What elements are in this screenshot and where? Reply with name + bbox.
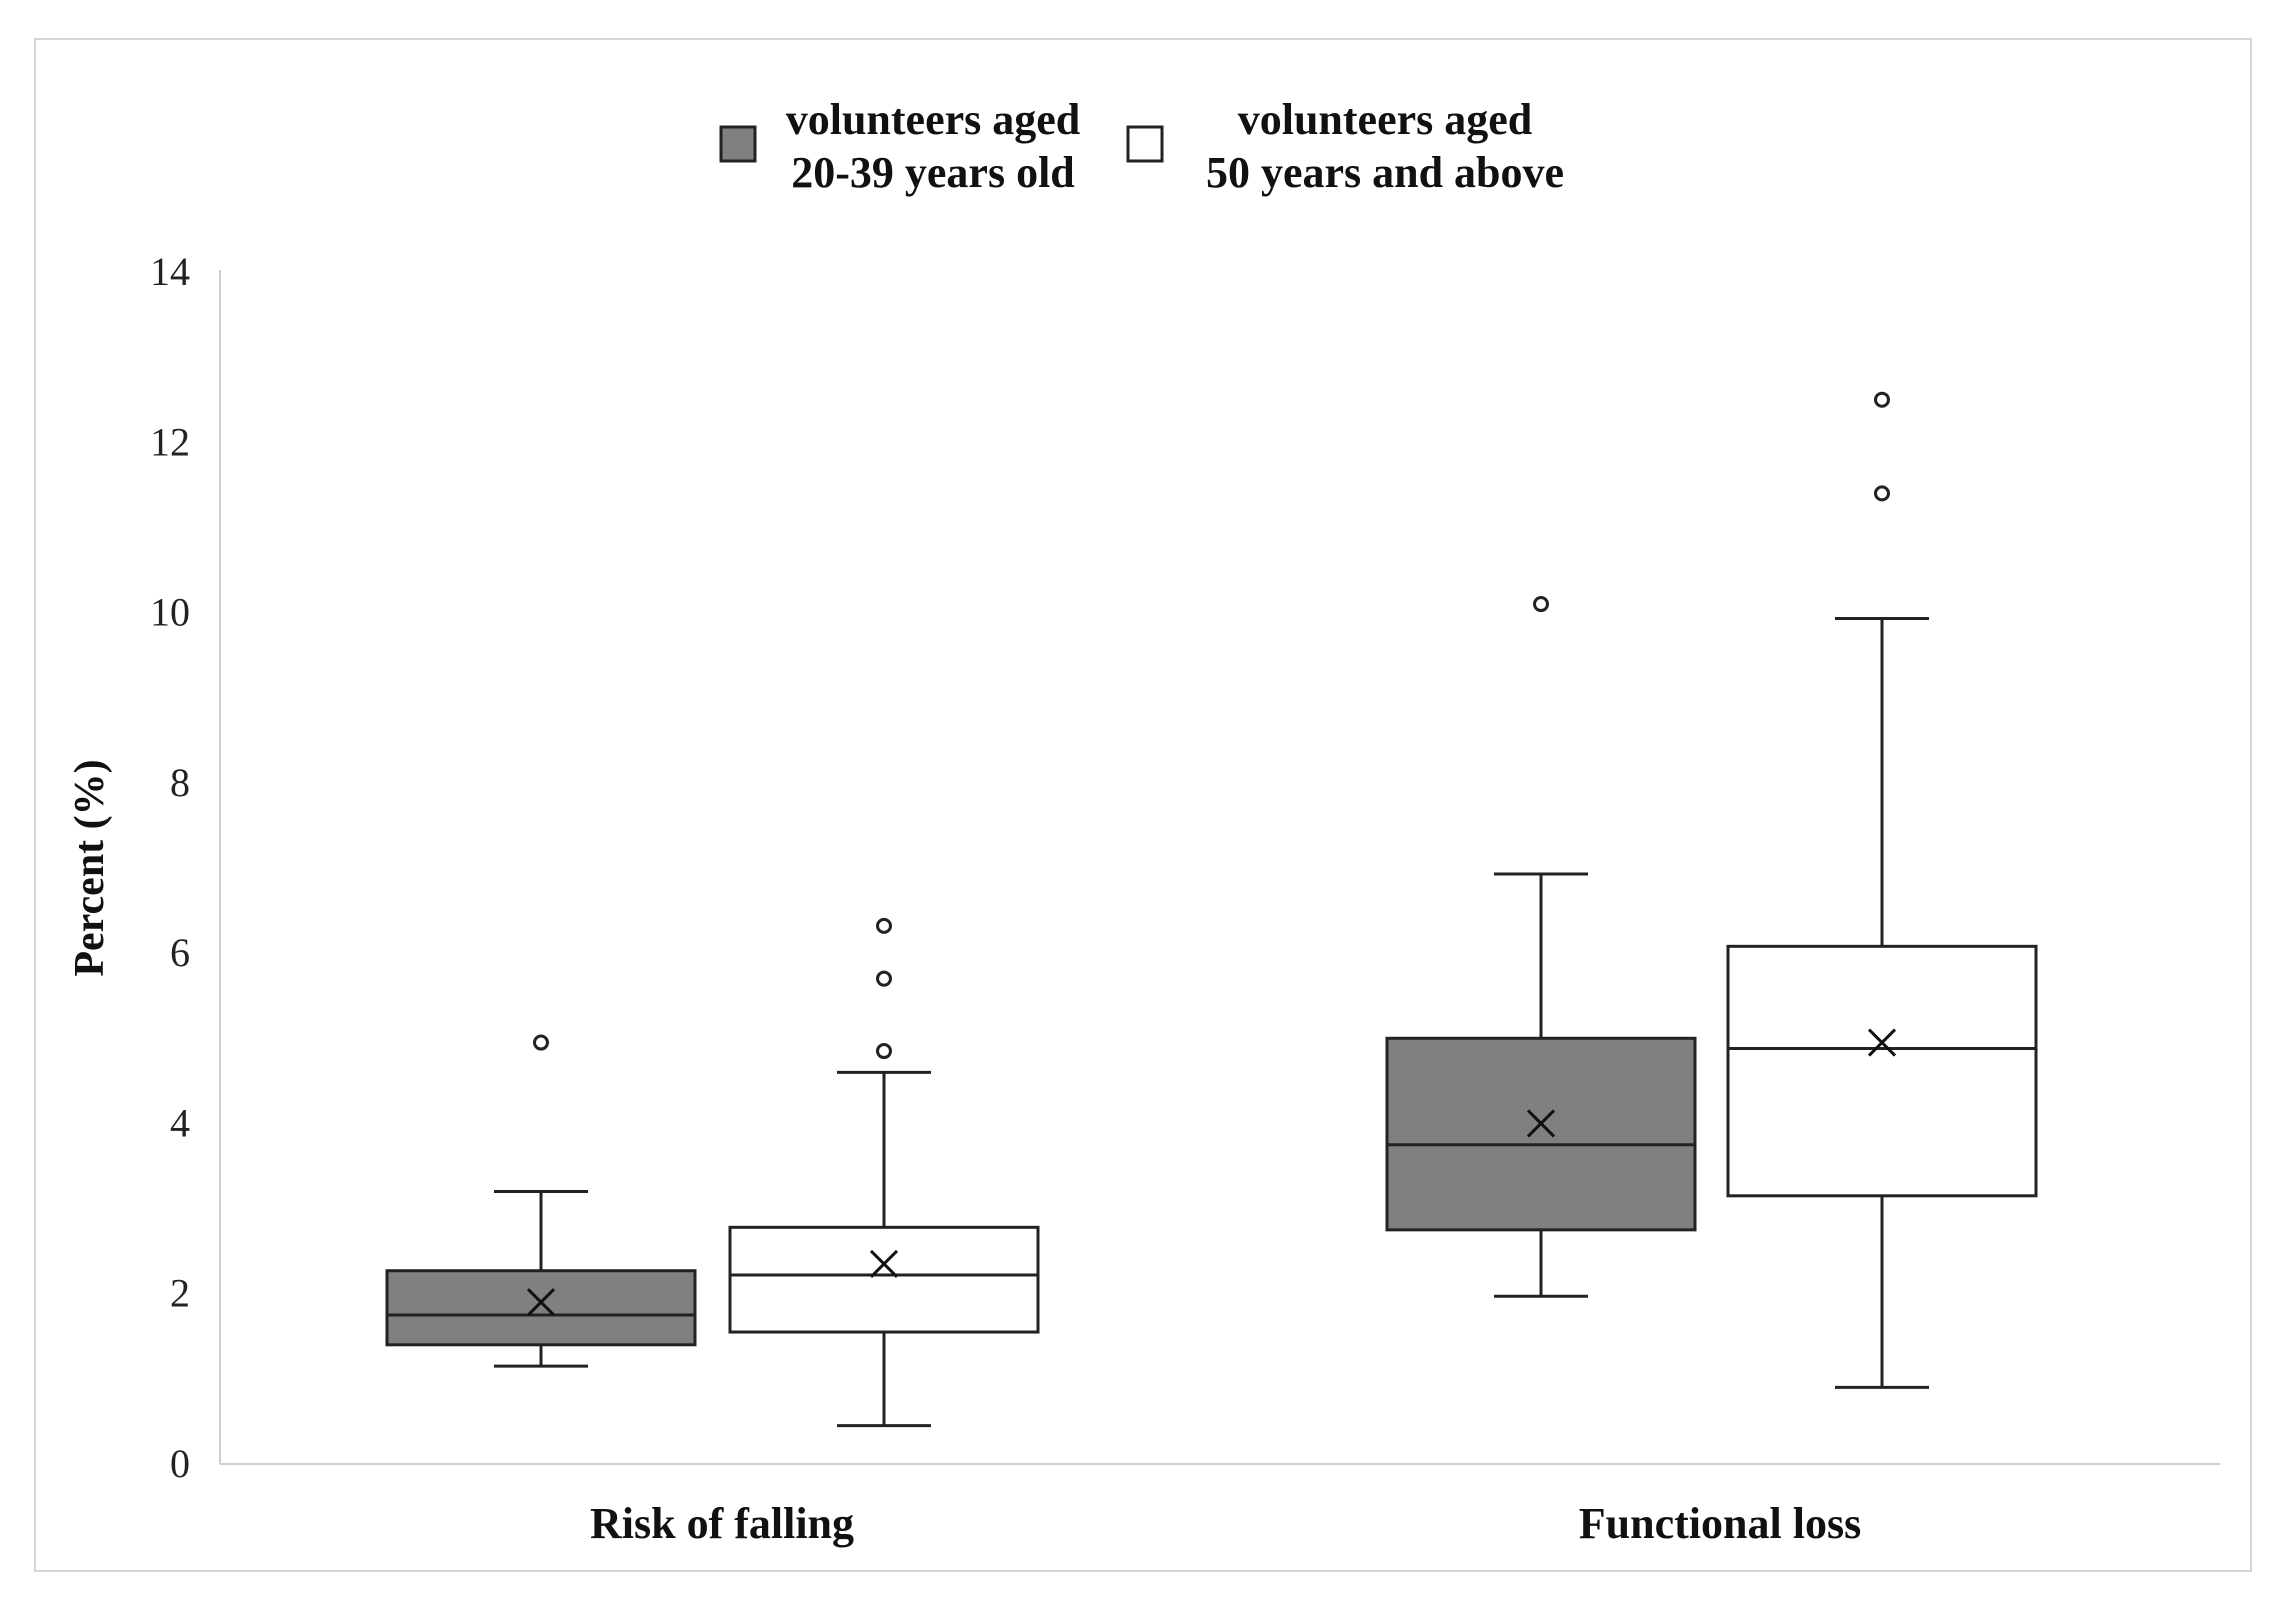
mean-marker [526, 1288, 556, 1317]
box-iqr [728, 1225, 1040, 1334]
legend-label-series-2-line-2: 50 years and above [1206, 148, 1564, 197]
y-tick-label: 2 [170, 1271, 190, 1316]
legend-swatch-series-1 [719, 125, 757, 163]
outlier-point [533, 1034, 549, 1051]
category-label: Functional loss [1579, 1499, 1861, 1548]
box-plot [1385, 596, 1697, 1298]
axes: 0 2 4 6 8 10 12 14 Risk of falling Functional lo… [67, 249, 2220, 1548]
y-axis-title: Percent (%) [67, 759, 113, 976]
y-tick-label: 8 [170, 760, 190, 805]
legend: volunteers aged 20-39 years old voluntee… [719, 95, 1564, 197]
box-iqr [1385, 1036, 1697, 1232]
category-labels: Risk of falling Functional loss [590, 1499, 1861, 1548]
outlier-point [1533, 596, 1549, 613]
y-tick-label: 6 [170, 930, 190, 975]
box-plot [385, 1034, 697, 1368]
box-iqr [1726, 944, 2038, 1198]
mean-marker [869, 1249, 899, 1278]
y-tick-label: 10 [150, 590, 190, 635]
y-tick-label: 12 [150, 419, 190, 464]
box-iqr [385, 1269, 697, 1347]
mean-marker [1867, 1028, 1897, 1057]
mean-marker [1526, 1109, 1556, 1138]
y-tick-labels: 0 2 4 6 8 10 12 14 [150, 249, 190, 1486]
box-plot [728, 917, 1040, 1428]
legend-label-series-1-line-2: 20-39 years old [791, 148, 1075, 197]
outlier-point [876, 1043, 892, 1060]
y-tick-label: 14 [150, 249, 190, 294]
outlier-point [1874, 391, 1890, 408]
category-label: Risk of falling [590, 1499, 854, 1548]
y-tick-label: 0 [170, 1441, 190, 1486]
box-plots [385, 391, 2038, 1428]
box-plot [1726, 391, 2038, 1389]
y-tick-label: 4 [170, 1100, 190, 1145]
legend-label-series-1-line-1: volunteers aged [786, 95, 1081, 144]
legend-label-series-2-line-1: volunteers aged [1238, 95, 1533, 144]
outlier-point [876, 970, 892, 987]
outlier-point [876, 917, 892, 934]
outlier-point [1874, 485, 1890, 502]
legend-swatch-series-2 [1126, 125, 1164, 163]
